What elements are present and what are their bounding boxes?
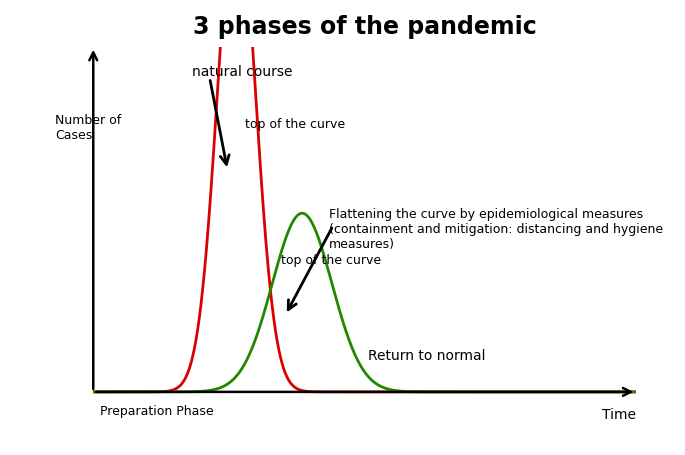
- Text: natural course: natural course: [192, 65, 292, 79]
- Text: Flattening the curve by epidemiological measures
(containment and mitigation: di: Flattening the curve by epidemiological …: [329, 207, 663, 251]
- Text: Return to normal: Return to normal: [368, 348, 485, 362]
- Text: top of the curve: top of the curve: [282, 253, 382, 266]
- Text: Preparation Phase: Preparation Phase: [101, 404, 214, 417]
- Text: Number of
Cases: Number of Cases: [55, 114, 121, 142]
- Text: Time: Time: [602, 407, 636, 421]
- Title: 3 phases of the pandemic: 3 phases of the pandemic: [193, 15, 536, 39]
- Text: top of the curve: top of the curve: [245, 118, 345, 131]
